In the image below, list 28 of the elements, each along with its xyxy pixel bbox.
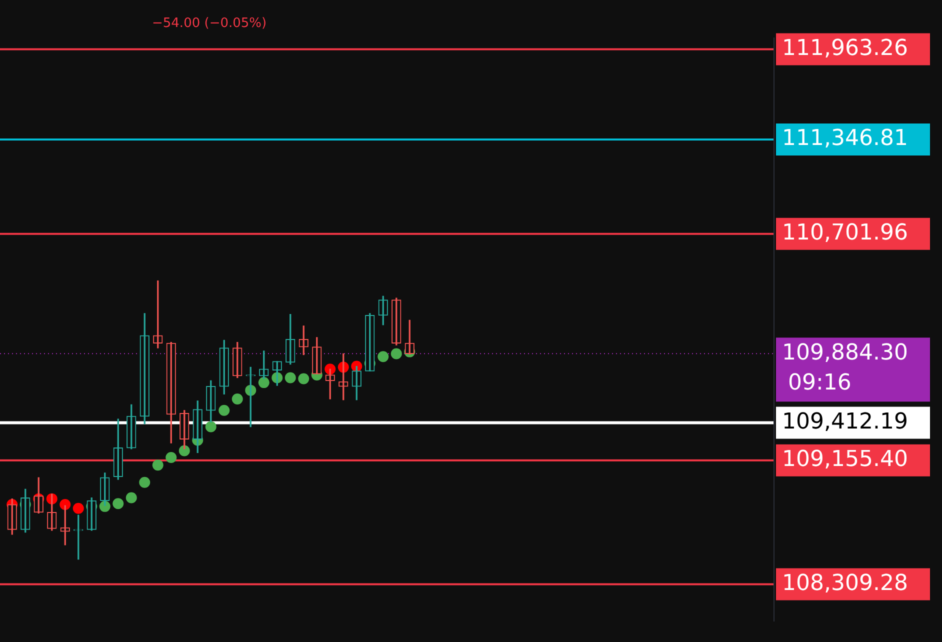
point [378, 351, 389, 362]
point [126, 492, 137, 504]
y-tick-label: 110,701.96 [782, 220, 908, 246]
y-tick-label: 109,412.19 [782, 410, 908, 435]
point [166, 452, 177, 464]
point [72, 502, 84, 514]
y-tick-label: 109,155.40 [782, 447, 908, 472]
y-tick-label: 111,346.81 [782, 126, 908, 152]
chart-title: −54.00 (−0.05%) [152, 16, 267, 31]
point [218, 404, 230, 416]
point [324, 364, 336, 375]
point [284, 372, 296, 384]
candlestick [74, 514, 84, 560]
point [205, 421, 216, 432]
point [178, 445, 190, 456]
y-tick-label: 109,884.30 [782, 340, 908, 366]
text: 09:16 [788, 370, 852, 396]
point [390, 348, 402, 360]
y-tick-label: 108,309.28 [782, 571, 908, 596]
point [139, 476, 150, 488]
y-tick-label: 111,963.26 [782, 36, 908, 61]
point [112, 498, 124, 510]
point [258, 377, 270, 388]
point [99, 500, 110, 512]
point [60, 499, 71, 510]
point [152, 460, 164, 471]
point [298, 373, 310, 384]
point [232, 393, 243, 404]
